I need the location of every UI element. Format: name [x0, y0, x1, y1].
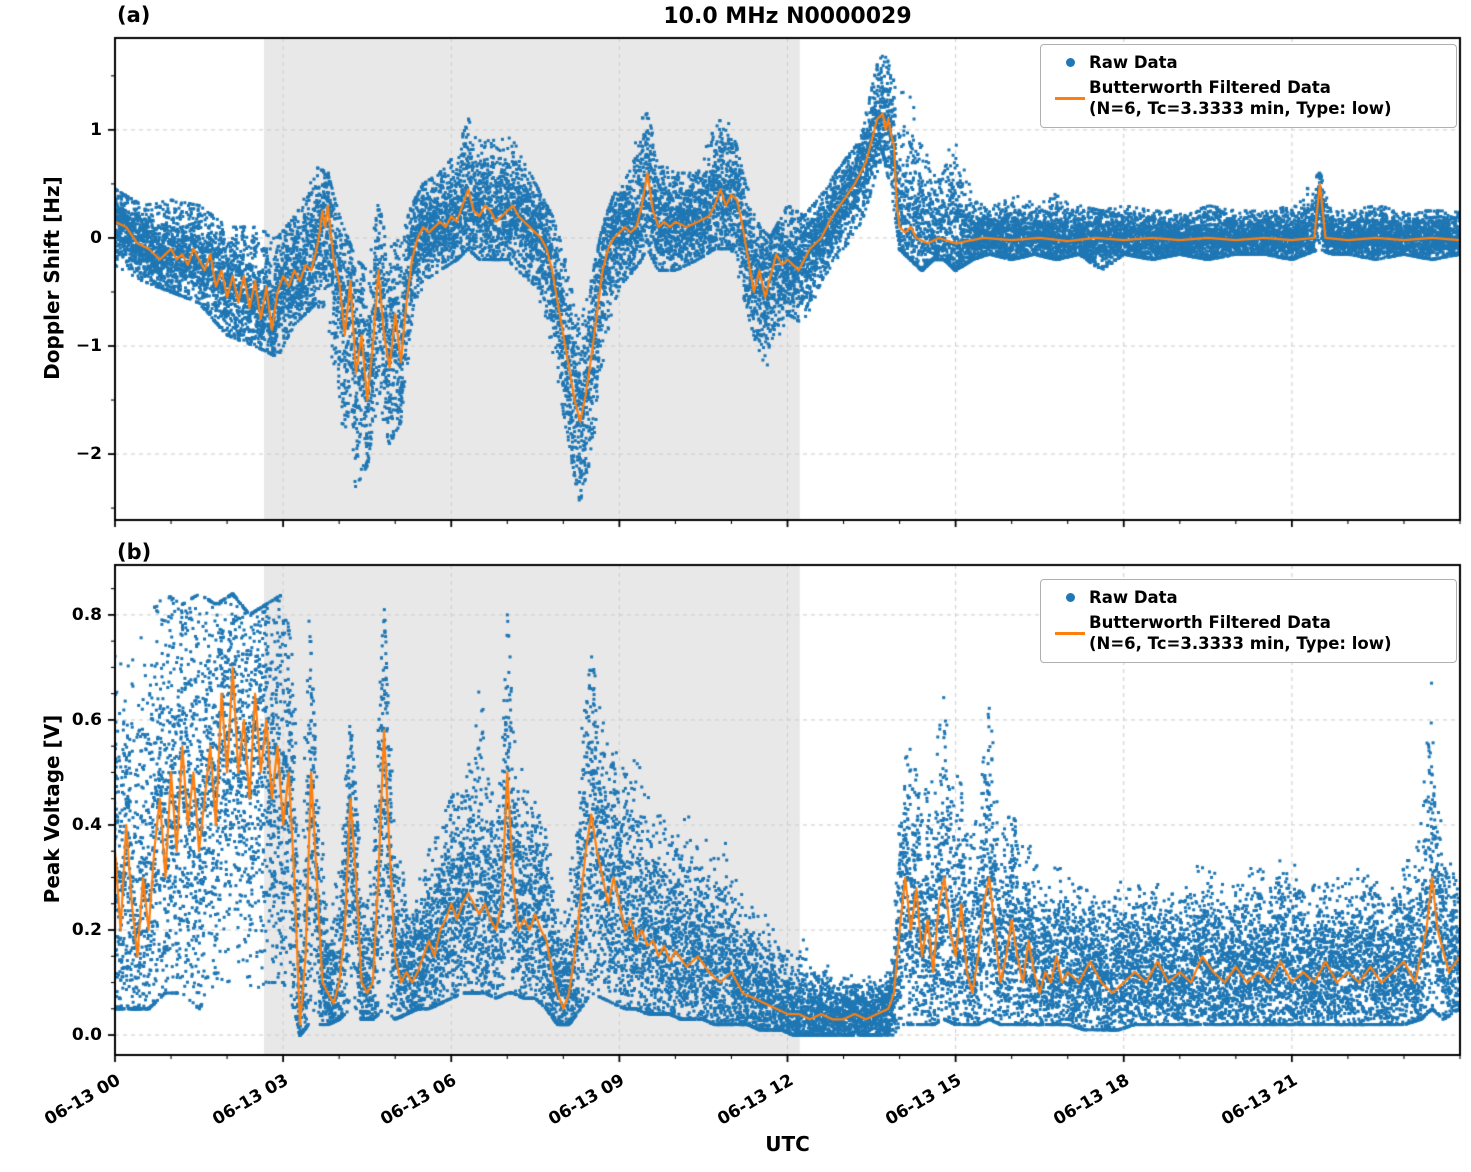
y-tick-label: 0	[90, 227, 102, 248]
raw-data-marker	[1065, 593, 1075, 602]
y-tick-label: 0.4	[71, 814, 102, 835]
legend-entry-filtered: Butterworth Filtered Data (N=6, Tc=3.333…	[1051, 613, 1446, 654]
legend-panel-b: Raw Data Butterworth Filtered Data (N=6,…	[1040, 579, 1457, 664]
legend-raw-label: Raw Data	[1089, 588, 1178, 607]
legend-filtered-label: Butterworth Filtered Data	[1089, 613, 1331, 632]
panel-a-label: (a)	[117, 3, 151, 27]
legend-entry-raw: Raw Data	[1051, 53, 1446, 72]
y-tick-label: 0.2	[71, 920, 102, 940]
panel-b-label: (b)	[117, 540, 152, 564]
y-tick-label: −2	[75, 444, 102, 465]
y-tick-label: 0.8	[71, 604, 102, 625]
legend-filtered-sublabel: (N=6, Tc=3.3333 min, Type: low)	[1089, 633, 1392, 653]
filtered-data-marker	[1055, 97, 1085, 101]
y-axis-label-voltage: Peak Voltage [V]	[40, 714, 64, 904]
y-tick-label: 1	[90, 119, 102, 140]
legend-entry-filtered: Butterworth Filtered Data (N=6, Tc=3.333…	[1051, 78, 1446, 119]
y-tick-label: 0.0	[71, 1025, 102, 1046]
legend-raw-label: Raw Data	[1089, 53, 1178, 72]
legend-filtered-sublabel: (N=6, Tc=3.3333 min, Type: low)	[1089, 98, 1392, 118]
y-tick-label: 0.6	[71, 709, 102, 730]
legend-panel-a: Raw Data Butterworth Filtered Data (N=6,…	[1040, 44, 1457, 129]
filtered-data-marker	[1055, 632, 1085, 636]
y-axis-label-doppler: Doppler Shift [Hz]	[40, 176, 64, 380]
y-tick-label: −1	[75, 336, 102, 356]
raw-data-marker	[1065, 58, 1075, 67]
legend-entry-raw: Raw Data	[1051, 588, 1446, 607]
x-axis-label: UTC	[765, 1132, 810, 1156]
chart-title: 10.0 MHz N0000029	[663, 4, 912, 29]
legend-filtered-label: Butterworth Filtered Data	[1089, 78, 1331, 97]
